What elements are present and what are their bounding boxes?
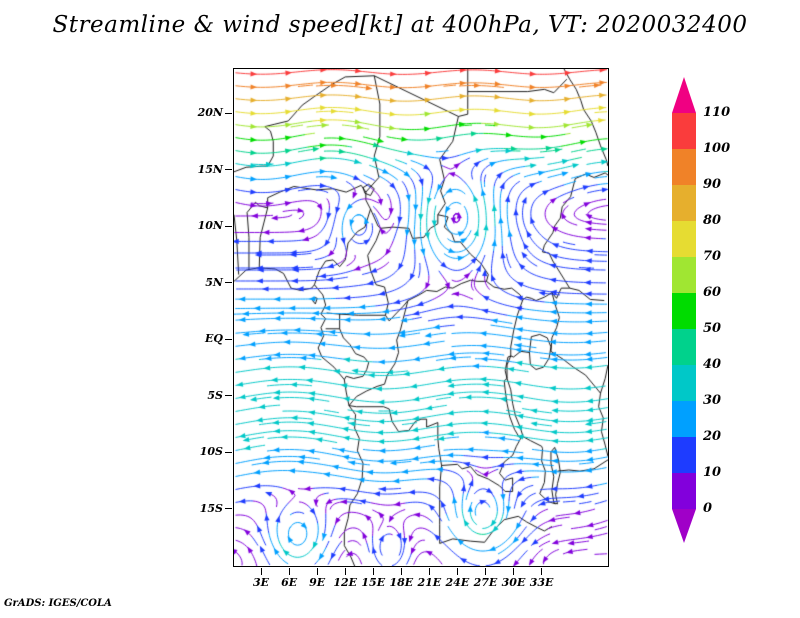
lon-tick-label: 9E <box>309 576 326 589</box>
colorbar-segment <box>672 473 696 509</box>
colorbar-segment <box>672 401 696 437</box>
lat-tick <box>225 112 232 114</box>
lat-tick <box>225 451 232 453</box>
lat-tick <box>225 282 232 284</box>
colorbar-label: 80 <box>703 213 722 228</box>
colorbar-segment <box>672 257 696 293</box>
lat-tick-label: 20N <box>197 106 223 120</box>
lon-tick <box>316 568 318 575</box>
lon-tick-label: 12E <box>333 576 358 589</box>
colorbar-label: 40 <box>703 357 722 372</box>
lon-tick <box>400 568 402 575</box>
lat-tick <box>225 169 232 171</box>
lat-tick <box>225 225 232 227</box>
colorbar-segment <box>672 185 696 221</box>
colorbar-arrow-top <box>672 77 696 113</box>
lon-tick <box>288 568 290 575</box>
lon-tick-label: 6E <box>281 576 298 589</box>
lat-tick <box>225 508 232 510</box>
lat-tick-label: 5S <box>207 388 223 402</box>
streamline-canvas <box>234 69 608 566</box>
colorbar-label: 110 <box>703 105 731 120</box>
lon-tick-label: 21E <box>417 576 442 589</box>
colorbar-label: 70 <box>703 249 722 264</box>
lon-tick <box>428 568 430 575</box>
lat-tick <box>225 338 232 340</box>
lon-tick <box>513 568 514 575</box>
chart-title: Streamline & wind speed[kt] at 400hPa, V… <box>52 12 748 38</box>
lat-tick-label: 15N <box>197 162 223 176</box>
colorbar-label: 20 <box>703 429 722 444</box>
lon-tick-label: 3E <box>253 576 270 589</box>
colorbar-label: 0 <box>703 501 713 516</box>
colorbar-label: 100 <box>703 141 731 156</box>
colorbar-segment <box>672 221 696 257</box>
colorbar-segment <box>672 329 696 365</box>
lon-tick-label: 33E <box>529 576 554 589</box>
lon-tick <box>484 568 486 575</box>
lon-tick <box>456 568 458 575</box>
lon-tick-label: 18E <box>389 576 414 589</box>
lon-tick-label: 24E <box>445 576 470 589</box>
colorbar-label: 50 <box>703 321 722 336</box>
colorbar-segment <box>672 365 696 401</box>
lon-tick <box>541 568 543 575</box>
lon-tick <box>344 568 346 575</box>
colorbar-segment <box>672 437 696 473</box>
colorbar-segment <box>672 149 696 185</box>
colorbar-segment <box>672 113 696 149</box>
grads-credit: GrADS: IGES/COLA <box>4 598 112 609</box>
colorbar-label: 90 <box>703 177 722 192</box>
lon-tick-label: 30E <box>501 576 526 589</box>
colorbar-arrow-bottom <box>672 509 696 543</box>
lat-tick-label: 5N <box>205 275 223 289</box>
colorbar-segment <box>672 293 696 329</box>
lat-tick-label: EQ <box>205 332 223 346</box>
colorbar-label: 30 <box>703 393 722 408</box>
lat-tick-label: 10S <box>199 445 223 459</box>
lon-tick <box>372 568 374 575</box>
map-plot-frame <box>233 68 609 567</box>
colorbar-label: 60 <box>703 285 722 300</box>
lat-tick-label: 15S <box>199 501 223 515</box>
colorbar-label: 10 <box>703 465 722 480</box>
lat-tick <box>225 395 232 397</box>
lon-tick-label: 27E <box>473 576 498 589</box>
lon-tick <box>260 568 262 575</box>
lat-tick-label: 10N <box>197 219 223 233</box>
lon-tick-label: 15E <box>361 576 386 589</box>
